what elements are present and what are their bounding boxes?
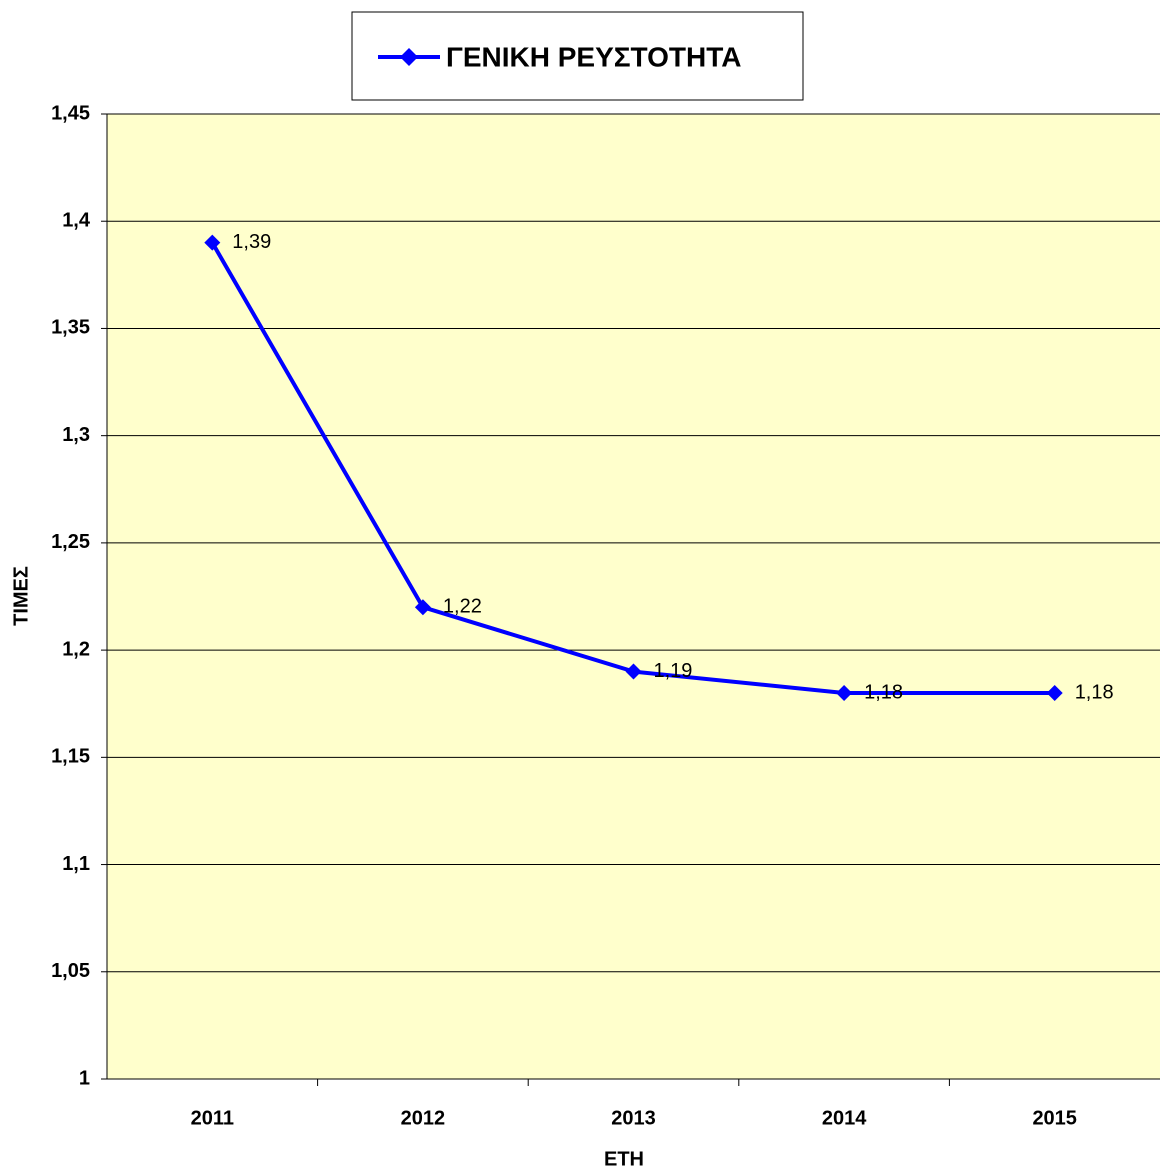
y-tick-label: 1,05 [51, 960, 90, 982]
data-label: 1,19 [654, 660, 693, 682]
plot-area [107, 114, 1160, 1079]
legend-label: ΓΕΝΙΚΗ ΡΕΥΣΤΟΤΗΤΑ [446, 41, 742, 72]
x-tick-label: 2011 [191, 1107, 234, 1129]
data-label: 1,18 [1075, 681, 1114, 703]
x-tick-label: 2014 [822, 1107, 867, 1129]
y-tick-label: 1,35 [51, 317, 90, 339]
x-tick-label: 2012 [401, 1107, 446, 1129]
marker [836, 685, 853, 701]
y-tick-label: 1 [79, 1067, 90, 1089]
data-label: 1,18 [864, 681, 903, 703]
legend-marker [400, 48, 418, 66]
y-tick-label: 1,1 [62, 853, 90, 875]
y-tick-label: 1,2 [62, 638, 90, 660]
data-label: 1,39 [232, 231, 271, 253]
x-tick-label: 2013 [611, 1107, 656, 1129]
marker [1046, 685, 1063, 701]
y-tick-label: 1,15 [51, 746, 90, 768]
marker [414, 599, 431, 616]
y-tick-label: 1,25 [51, 531, 90, 553]
marker [625, 663, 642, 680]
x-tick-label: 2015 [1032, 1107, 1077, 1129]
marker [204, 234, 221, 251]
y-tick-label: 1,45 [51, 102, 90, 124]
y-tick-label: 1,3 [62, 424, 90, 446]
y-tick-label: 1,4 [62, 210, 91, 232]
y-axis-label: ΤΙΜΕΣ [10, 566, 32, 626]
data-label: 1,22 [443, 596, 482, 618]
x-axis-label: ΕΤΗ [604, 1148, 644, 1170]
